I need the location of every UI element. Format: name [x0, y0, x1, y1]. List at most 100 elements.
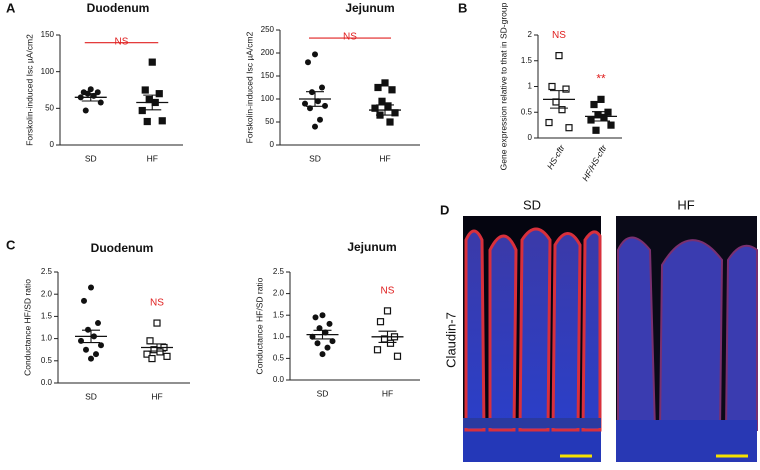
y-tick-label: 1.5 [41, 312, 53, 321]
chart-title: Jejunum [345, 1, 394, 15]
y-tick-label: 100 [41, 67, 55, 76]
data-point [316, 325, 323, 332]
significance-label: NS [381, 286, 395, 297]
x-tick-label: HF [151, 391, 162, 401]
chart-title: Duodenum [91, 241, 154, 255]
data-point [386, 118, 394, 126]
error-bar [306, 91, 324, 107]
data-point [373, 346, 382, 354]
data-point [82, 107, 89, 114]
data-point [592, 126, 600, 134]
data-point [319, 84, 325, 91]
data-point [305, 59, 311, 66]
y-axis-label: Conductance HF/SD ratio [22, 279, 32, 376]
data-point [156, 348, 164, 356]
y-tick-label: 0.0 [41, 378, 53, 387]
y-axis-label: Conductance HF/SD ratio [254, 277, 264, 374]
data-point [163, 352, 171, 360]
data-point [98, 342, 104, 349]
y-tick-label: 1 [528, 82, 533, 91]
data-point [81, 297, 87, 304]
data-point [143, 350, 151, 358]
micrograph [463, 216, 758, 462]
y-tick-label: 1.0 [41, 334, 53, 343]
y-tick-label: 2 [528, 30, 533, 39]
data-point [329, 338, 336, 345]
x-tick-label: SD [317, 388, 329, 398]
data-point [381, 79, 389, 87]
row-label: Claudin-7 [443, 312, 458, 368]
data-point [555, 51, 563, 60]
y-tick-label: 100 [261, 94, 275, 103]
data-point [93, 351, 99, 358]
panel-label: C [6, 237, 16, 252]
data-point [384, 102, 392, 110]
y-tick-label: 150 [41, 30, 55, 39]
y-tick-label: 150 [261, 71, 275, 80]
data-point [386, 339, 395, 347]
data-point [88, 284, 94, 291]
y-tick-label: 1.5 [521, 56, 533, 65]
data-point [302, 100, 308, 107]
data-point [97, 99, 104, 106]
data-point [548, 82, 556, 91]
x-tick-label: HF [382, 388, 393, 398]
significance-label: NS [343, 32, 357, 43]
data-point [378, 97, 386, 105]
y-tick-label: 0.5 [41, 356, 53, 365]
y-tick-label: 0 [50, 140, 55, 149]
y-axis-label: Forskolin-induced Isc µA/cm2 [24, 34, 34, 146]
data-point [324, 344, 331, 351]
error-bar [82, 329, 100, 344]
data-point [143, 117, 151, 126]
data-point [158, 117, 166, 125]
data-point [148, 354, 156, 363]
error-bar [376, 104, 394, 116]
error-bar [592, 111, 610, 122]
data-point [155, 90, 163, 98]
data-point [374, 83, 382, 92]
y-tick-label: 0.0 [273, 375, 285, 384]
significance-label: NS [552, 30, 566, 41]
data-point [88, 355, 94, 362]
error-bar [143, 94, 162, 111]
error-bar [313, 329, 332, 340]
y-axis-label: Gene expression relative to that in SD-g… [498, 2, 508, 170]
error-bar [550, 90, 568, 109]
y-tick-label: 0 [270, 140, 275, 149]
data-point [371, 104, 379, 112]
chart-title: Duodenum [87, 1, 150, 15]
y-tick-label: 1.5 [273, 310, 285, 319]
data-point [558, 106, 566, 114]
data-point [376, 318, 385, 326]
y-tick-label: 50 [265, 117, 274, 126]
x-tick-label: HF [147, 153, 158, 163]
data-point [312, 51, 318, 58]
y-axis-label: Forskolin-induced Isc µA/cm2 [244, 31, 254, 143]
data-point [597, 95, 605, 103]
y-tick-label: 0.5 [521, 107, 533, 116]
y-tick-label: 1.0 [273, 332, 285, 341]
x-tick-label: SD [309, 153, 321, 163]
data-point [319, 351, 326, 358]
y-tick-label: 50 [45, 103, 54, 112]
data-point [383, 307, 392, 315]
significance-label: ** [596, 72, 606, 86]
data-point [153, 319, 161, 327]
data-point [148, 58, 156, 66]
data-point [322, 102, 328, 109]
chart-title: Jejunum [347, 240, 396, 254]
data-point [145, 95, 153, 104]
data-point [600, 113, 608, 122]
y-tick-label: 2.5 [41, 267, 53, 276]
data-point [83, 346, 89, 353]
data-point [146, 337, 154, 345]
y-tick-label: 2.0 [41, 289, 53, 298]
data-point [545, 118, 553, 127]
data-point [95, 320, 101, 327]
significance-label: NS [115, 36, 129, 47]
panel-label: B [458, 0, 467, 15]
y-tick-label: 0.5 [273, 354, 285, 363]
data-point [326, 320, 333, 327]
